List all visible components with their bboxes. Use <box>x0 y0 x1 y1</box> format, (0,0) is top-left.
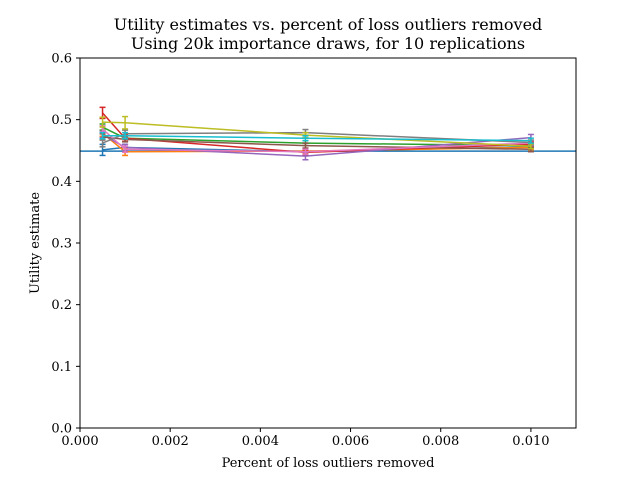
x-tick-label: 0.002 <box>152 434 189 449</box>
error-bar <box>302 148 309 155</box>
x-tick-label: 0.000 <box>61 434 98 449</box>
x-axis-ticks: 0.000 0.002 0.004 0.006 0.008 0.010 <box>61 428 550 449</box>
y-axis-label: Utility estimate <box>28 192 43 294</box>
series-line-10 <box>102 134 531 142</box>
series-line-8 <box>102 131 531 144</box>
y-tick-label: 0.5 <box>51 113 72 128</box>
error-bar <box>122 145 129 154</box>
series-line-4 <box>101 112 531 154</box>
y-tick-label: 0.3 <box>51 237 72 252</box>
error-bar <box>527 137 534 144</box>
y-tick-label: 0.4 <box>51 175 72 190</box>
x-tick-label: 0.010 <box>512 434 549 449</box>
x-tick-label: 0.004 <box>242 434 279 449</box>
chart-title: Utility estimates vs. percent of loss ou… <box>114 15 543 34</box>
chart-subtitle: Using 20k importance draws, for 10 repli… <box>131 34 525 53</box>
x-tick-label: 0.008 <box>422 434 459 449</box>
error-bar <box>99 116 106 128</box>
y-tick-label: 0.6 <box>51 52 72 67</box>
error-bar <box>122 115 129 130</box>
x-tick-label: 0.006 <box>332 434 369 449</box>
y-axis-ticks: 0.0 0.1 0.2 0.3 0.4 0.5 0.6 <box>51 52 80 437</box>
y-tick-label: 0.1 <box>51 360 72 375</box>
error-bar <box>99 131 106 140</box>
y-tick-label: 0.0 <box>51 422 72 437</box>
error-bar <box>302 142 309 149</box>
error-bar <box>302 134 309 142</box>
plot-marks <box>80 106 576 161</box>
y-tick-label: 0.2 <box>51 298 72 313</box>
series-line-9 <box>102 121 531 147</box>
plot-frame <box>79 57 577 429</box>
x-axis-label: Percent of loss outliers removed <box>222 456 435 471</box>
series-line-3 <box>102 126 531 147</box>
error-bar <box>122 131 129 140</box>
